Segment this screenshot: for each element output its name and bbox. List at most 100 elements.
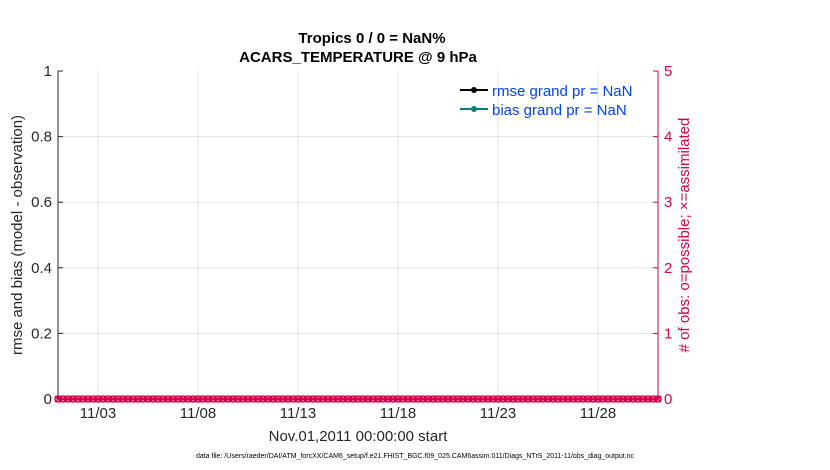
obs-possible-marker [69,395,77,403]
y-tick-label-right: 0 [664,391,672,408]
obs-possible-marker [54,395,62,403]
y-tick-label: 1 [44,63,52,80]
obs-possible-marker [454,395,462,403]
obs-possible-marker [234,395,242,403]
obs-possible-marker [464,395,472,403]
obs-possible-marker [74,395,82,403]
obs-possible-marker [504,395,512,403]
legend-label-bias: bias grand pr = NaN [492,102,627,119]
obs-possible-marker [104,395,112,403]
obs-possible-marker [114,395,122,403]
x-tick-label: 11/08 [180,405,216,422]
obs-possible-marker [279,395,287,403]
x-ticks: 11/03 11/08 11/13 11/18 11/23 11/28 [80,405,616,422]
obs-possible-marker [484,395,492,403]
obs-possible-marker [644,395,652,403]
obs-possible-marker [624,395,632,403]
y-tick-label: 0.8 [31,129,52,146]
x-tick-label: 11/23 [480,405,516,422]
x-axis-label: Nov.01,2011 00:00:00 start [269,428,449,445]
obs-possible-marker [389,395,397,403]
footnote: data file: /Users/raeder/DAI/ATM_forcXX/… [196,453,635,460]
obs-possible-marker [224,395,232,403]
obs-possible-marker [424,395,432,403]
obs-possible-marker [634,395,642,403]
obs-possible-marker [544,395,552,403]
obs-possible-marker [194,395,202,403]
obs-possible-marker [439,395,447,403]
obs-possible-marker [174,395,182,403]
y-tick-label: 0.4 [31,260,52,277]
obs-possible-marker [579,395,587,403]
obs-possible-marker [199,395,207,403]
obs-possible-marker [204,395,212,403]
obs-possible-marker [474,395,482,403]
obs-possible-marker [364,395,372,403]
obs-markers [54,395,662,403]
obs-possible-marker [344,395,352,403]
obs-possible-marker [214,395,222,403]
obs-possible-marker [314,395,322,403]
obs-possible-marker [549,395,557,403]
obs-possible-marker [574,395,582,403]
obs-possible-marker [594,395,602,403]
obs-possible-marker [374,395,382,403]
obs-possible-marker [589,395,597,403]
obs-possible-marker [499,395,507,403]
obs-possible-marker [404,395,412,403]
legend-marker-bias [471,106,477,112]
y-tick-label-right: 3 [664,194,672,211]
obs-possible-marker [584,395,592,403]
y-ticks-right: 0 1 2 3 4 5 [653,63,672,408]
obs-possible-marker [209,395,217,403]
obs-possible-marker [109,395,117,403]
obs-possible-marker [399,395,407,403]
obs-possible-marker [354,395,362,403]
obs-possible-marker [349,395,357,403]
y-tick-label-right: 4 [664,129,672,146]
obs-possible-marker [89,395,97,403]
obs-possible-marker [134,395,142,403]
obs-possible-marker [394,395,402,403]
obs-possible-marker [629,395,637,403]
obs-possible-marker [269,395,277,403]
obs-possible-marker [409,395,417,403]
obs-possible-marker [219,395,227,403]
obs-assimilated-marker [654,395,662,403]
obs-possible-marker [429,395,437,403]
obs-possible-marker [489,395,497,403]
legend: rmse grand pr = NaN bias grand pr = NaN [460,83,632,119]
obs-possible-marker [449,395,457,403]
obs-possible-marker [79,395,87,403]
obs-possible-marker [169,395,177,403]
obs-possible-marker [534,395,542,403]
obs-possible-marker [149,395,157,403]
obs-possible-marker [384,395,392,403]
y-tick-label: 0.6 [31,194,52,211]
obs-possible-marker [144,395,152,403]
obs-possible-marker [539,395,547,403]
obs-possible-marker [569,395,577,403]
obs-possible-marker [369,395,377,403]
obs-possible-marker [599,395,607,403]
obs-possible-marker [289,395,297,403]
obs-possible-marker [284,395,292,403]
obs-possible-marker [519,395,527,403]
obs-possible-marker [329,395,337,403]
obs-possible-marker [614,395,622,403]
obs-possible-marker [239,395,247,403]
obs-possible-marker [309,395,317,403]
obs-possible-marker [254,395,262,403]
obs-possible-marker [359,395,367,403]
y-axis-label-right: # of obs: o=possible; ×=assimilated [676,118,693,353]
obs-possible-marker [564,395,572,403]
obs-possible-marker [639,395,647,403]
obs-possible-marker [139,395,147,403]
chart-title-line2: ACARS_TEMPERATURE @ 9 hPa [239,49,477,66]
obs-possible-marker [159,395,167,403]
obs-possible-marker [514,395,522,403]
obs-possible-marker [94,395,102,403]
x-tick-label: 11/18 [380,405,416,422]
y-tick-label-right: 5 [664,63,672,80]
